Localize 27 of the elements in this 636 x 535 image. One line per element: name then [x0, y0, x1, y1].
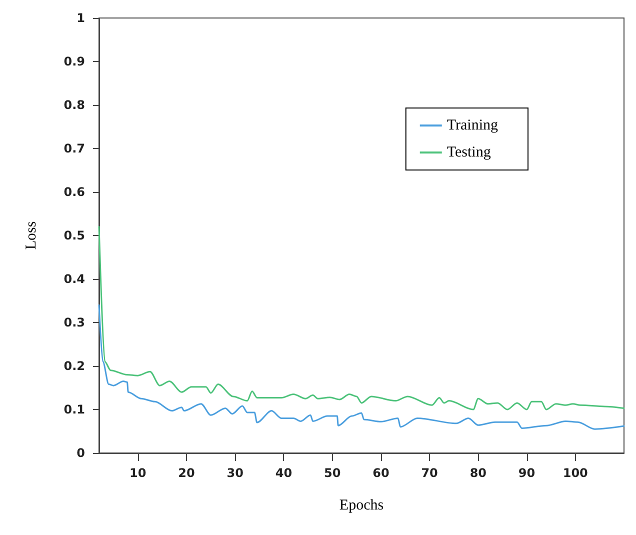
line-series: [98, 304, 625, 430]
y-tick-label: 0: [76, 446, 85, 460]
y-tick-label: 0.5: [64, 228, 85, 242]
y-tick-label: 0.2: [64, 359, 85, 373]
y-tick-label: 0.4: [64, 272, 85, 286]
y-tick-label: 0.8: [64, 98, 85, 112]
x-tick-label: 20: [178, 466, 195, 480]
y-tick-label: 0.9: [64, 54, 85, 68]
y-tick-label: 0.3: [64, 316, 85, 330]
y-tick-label: 0.1: [64, 402, 85, 416]
legend-label: Training: [446, 118, 498, 134]
y-axis-title: Loss: [24, 221, 40, 250]
legend-label: Testing: [446, 144, 492, 160]
x-tick-label: 30: [226, 466, 244, 480]
line-series: [98, 226, 625, 410]
x-axis-title: Epochs: [339, 498, 384, 514]
x-tick-label: 60: [372, 466, 390, 480]
x-tick-label: 10: [130, 466, 146, 480]
y-tick-label: 1: [76, 11, 85, 25]
x-tick-label: 90: [518, 466, 536, 480]
y-tick-label: 0.7: [64, 142, 85, 156]
x-tick-label: 40: [275, 466, 292, 480]
x-tick-label: 70: [421, 466, 438, 480]
y-tick-label: 0.6: [64, 185, 85, 199]
x-tick-label: 50: [324, 466, 341, 480]
x-tick-label: 100: [562, 466, 588, 480]
x-tick-label: 80: [470, 466, 487, 480]
